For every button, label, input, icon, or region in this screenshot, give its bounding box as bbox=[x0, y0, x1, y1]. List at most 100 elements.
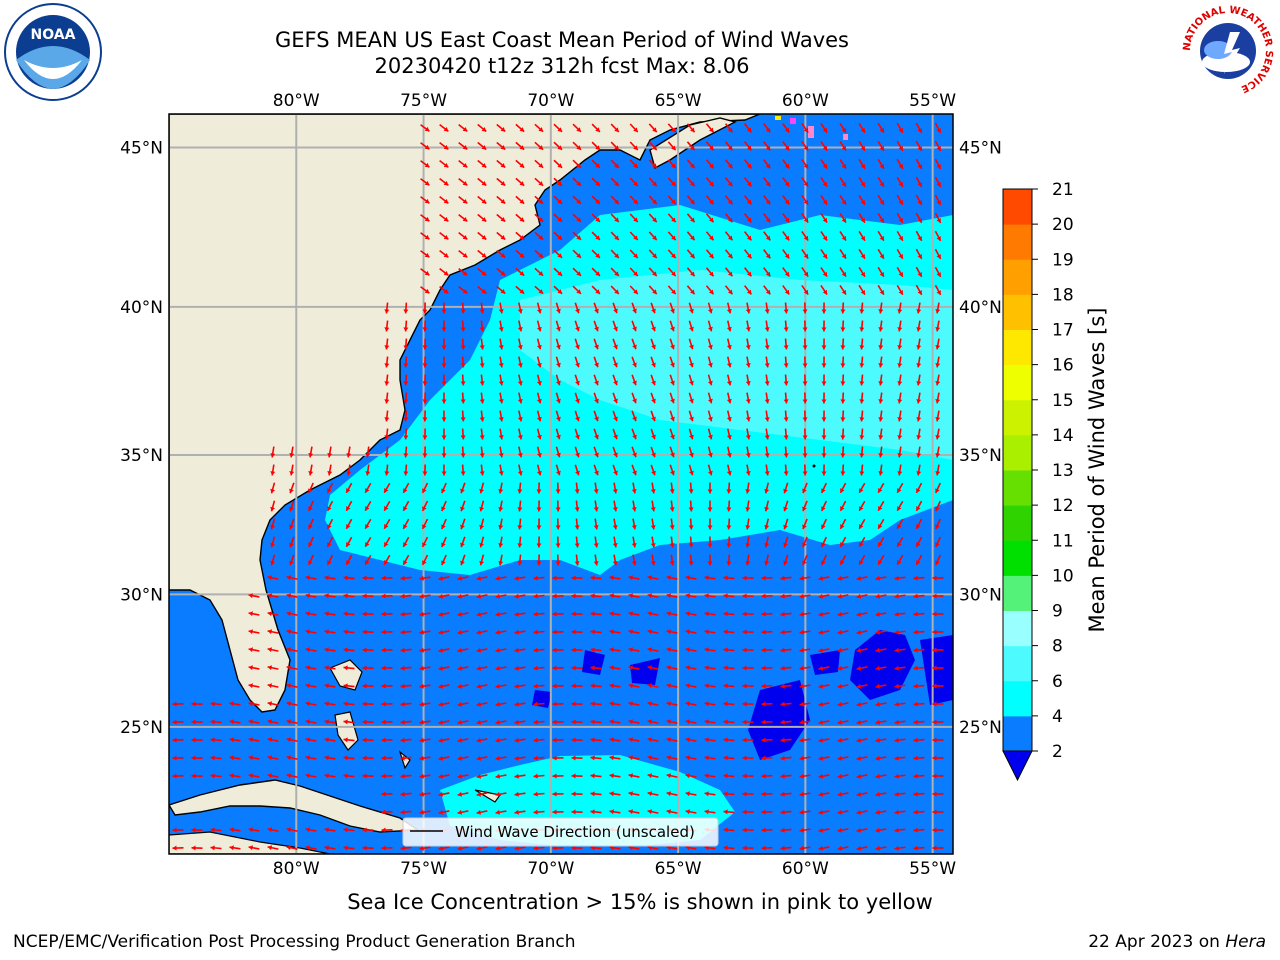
wave-arrow bbox=[286, 575, 298, 581]
wave-arrow bbox=[763, 249, 771, 259]
wave-arrow bbox=[782, 141, 790, 151]
period-region-6-8 bbox=[520, 270, 953, 460]
wave-arrow bbox=[610, 177, 620, 187]
wave-arrow bbox=[877, 554, 885, 566]
wave-arrow bbox=[764, 410, 770, 422]
wave-arrow bbox=[460, 356, 466, 368]
wave-arrow bbox=[420, 214, 430, 222]
wave-arrow bbox=[877, 158, 885, 170]
wave-arrow bbox=[764, 392, 770, 404]
wave-arrow bbox=[897, 410, 903, 422]
wave-arrow bbox=[383, 482, 391, 494]
wave-arrow bbox=[897, 320, 903, 332]
wave-arrow bbox=[935, 410, 941, 422]
wave-arrow bbox=[820, 230, 828, 242]
colorbar-tick-label: 19 bbox=[1052, 250, 1074, 270]
wave-arrow bbox=[726, 374, 732, 386]
wave-arrow bbox=[723, 575, 735, 581]
wave-arrow bbox=[878, 320, 884, 332]
wave-arrow bbox=[460, 302, 466, 314]
wave-arrow bbox=[820, 518, 828, 530]
wave-arrow bbox=[324, 611, 336, 617]
wave-arrow bbox=[669, 464, 675, 476]
wave-arrow bbox=[498, 536, 504, 548]
wave-arrow bbox=[859, 374, 865, 386]
wave-arrow bbox=[934, 122, 942, 134]
wave-arrow bbox=[650, 554, 656, 566]
wave-arrow bbox=[724, 177, 734, 187]
wave-arrow bbox=[477, 159, 487, 169]
wave-arrow bbox=[612, 518, 618, 530]
wave-arrow bbox=[839, 518, 847, 530]
wave-arrow bbox=[932, 593, 944, 599]
wave-arrow bbox=[650, 500, 656, 512]
wave-arrow bbox=[267, 575, 279, 581]
wave-arrow bbox=[916, 374, 922, 386]
wave-arrow bbox=[628, 593, 640, 599]
wave-arrow bbox=[858, 230, 866, 242]
wave-arrow bbox=[877, 266, 885, 278]
wave-arrow bbox=[460, 392, 466, 404]
wave-arrow bbox=[744, 231, 752, 241]
wave-arrow bbox=[498, 392, 504, 404]
wave-arrow bbox=[858, 212, 866, 224]
wave-arrow bbox=[688, 482, 694, 494]
wave-arrow bbox=[572, 159, 582, 169]
wave-arrow bbox=[612, 482, 618, 494]
wave-arrow bbox=[821, 338, 827, 350]
wave-arrow bbox=[667, 249, 677, 259]
wave-arrow bbox=[591, 213, 601, 223]
wave-arrow bbox=[878, 410, 884, 422]
wave-arrow bbox=[517, 446, 523, 458]
wave-arrow bbox=[744, 141, 752, 151]
wave-arrow bbox=[802, 482, 808, 494]
wave-arrow bbox=[935, 302, 941, 314]
wave-arrow bbox=[345, 518, 353, 530]
wave-arrow bbox=[419, 593, 431, 599]
wave-arrow bbox=[858, 554, 866, 566]
wind-wave-arrows bbox=[172, 122, 944, 851]
wave-arrow bbox=[631, 428, 637, 440]
colorbar-label: Mean Period of Wind Waves [s] bbox=[1085, 307, 1109, 633]
wave-arrow bbox=[593, 302, 599, 314]
wave-arrow bbox=[593, 500, 599, 512]
wave-arrow bbox=[707, 302, 713, 314]
wave-arrow bbox=[439, 214, 449, 222]
wave-arrow bbox=[707, 464, 713, 476]
wave-arrow bbox=[631, 482, 637, 494]
wave-arrow bbox=[610, 195, 620, 205]
wave-arrow bbox=[801, 285, 809, 295]
wave-arrow bbox=[688, 392, 694, 404]
wave-arrow bbox=[839, 536, 847, 548]
wave-arrow bbox=[686, 159, 696, 169]
colorbar-tick-label: 2 bbox=[1052, 742, 1063, 762]
wave-arrow bbox=[514, 593, 526, 599]
wave-arrow bbox=[364, 482, 372, 494]
wave-arrow bbox=[647, 575, 659, 581]
wave-arrow bbox=[515, 123, 525, 133]
wave-arrow bbox=[783, 356, 789, 368]
wave-arrow bbox=[801, 177, 809, 187]
wave-arrow bbox=[783, 500, 789, 512]
wave-arrow bbox=[384, 464, 390, 476]
wave-arrow bbox=[553, 123, 563, 133]
wave-arrow bbox=[460, 536, 466, 548]
wave-arrow bbox=[479, 464, 485, 476]
wave-arrow bbox=[441, 338, 447, 350]
wave-arrow bbox=[782, 231, 790, 241]
wave-arrow bbox=[783, 518, 789, 530]
wave-arrow bbox=[477, 195, 487, 205]
colorbar-ticks: 2 4 6 8 9 10 11 12 13 14 15 16 17 18 19 20 21 bbox=[1032, 180, 1074, 762]
wave-arrow bbox=[479, 374, 485, 386]
wave-arrow bbox=[248, 611, 260, 617]
wave-arrow bbox=[574, 302, 580, 314]
noaa-logo-text: NOAA bbox=[31, 27, 76, 43]
wave-arrow bbox=[270, 500, 276, 512]
wave-arrow bbox=[458, 177, 468, 187]
wave-arrow bbox=[877, 482, 885, 494]
wave-arrow bbox=[858, 266, 866, 278]
wave-arrow bbox=[422, 356, 428, 368]
wave-arrow bbox=[764, 338, 770, 350]
wave-arrow bbox=[763, 141, 771, 151]
wave-arrow bbox=[479, 320, 485, 332]
